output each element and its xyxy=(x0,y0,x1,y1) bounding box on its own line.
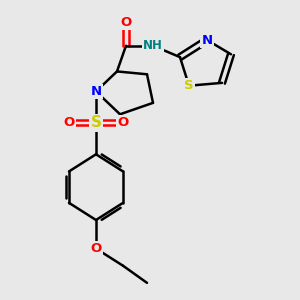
Text: S: S xyxy=(184,79,194,92)
Text: N: N xyxy=(201,34,213,46)
Text: O: O xyxy=(63,116,75,129)
Text: O: O xyxy=(117,116,129,129)
Text: O: O xyxy=(120,16,132,29)
Text: S: S xyxy=(91,116,101,130)
Text: N: N xyxy=(90,85,102,98)
Text: NH: NH xyxy=(143,39,163,52)
Text: O: O xyxy=(90,242,102,255)
